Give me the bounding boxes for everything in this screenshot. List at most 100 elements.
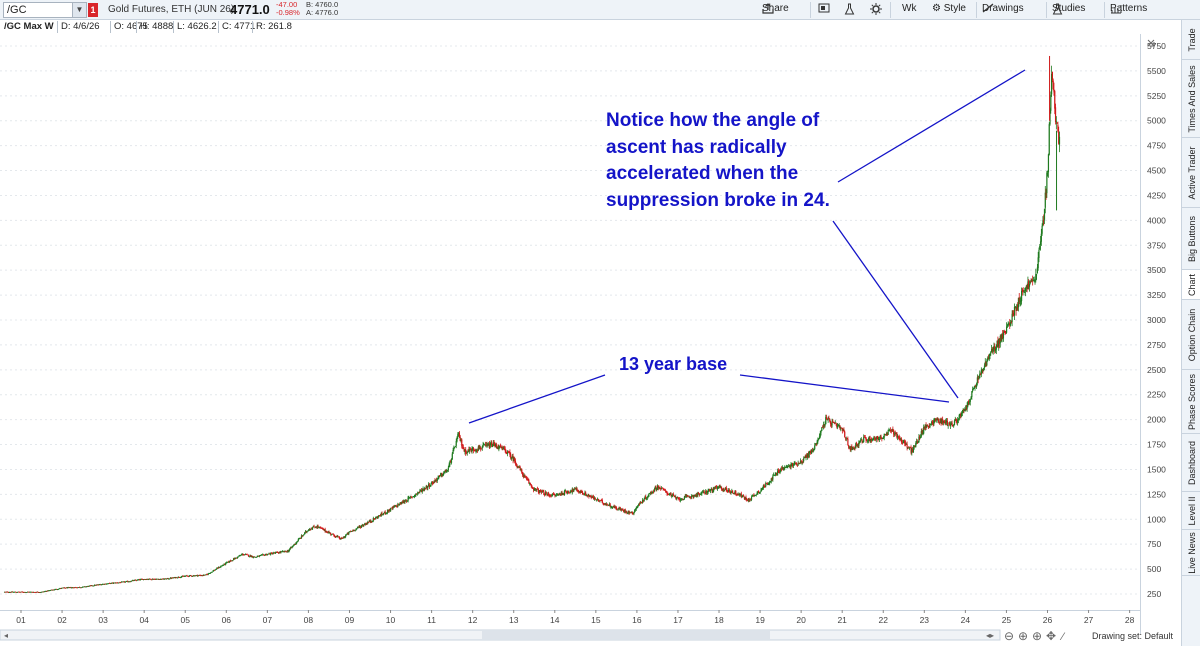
side-tab-level-ii[interactable]: Level II	[1182, 492, 1200, 530]
candle-body	[383, 511, 385, 514]
candle-body	[122, 581, 124, 583]
zoom-in-icon[interactable]: ⊕	[1032, 629, 1042, 643]
candle-body	[886, 432, 888, 436]
drawings-button[interactable]: Drawings	[982, 3, 1024, 14]
candle-body	[981, 369, 983, 372]
candle-body	[228, 561, 230, 563]
candle-body	[585, 495, 588, 497]
candle-body	[421, 489, 423, 492]
link-badge[interactable]: 1	[88, 3, 98, 17]
candle-body	[746, 499, 748, 501]
side-tab-live-news[interactable]: Live News	[1182, 530, 1200, 576]
candle-body	[414, 494, 416, 497]
candle-body	[695, 494, 697, 497]
style-button[interactable]: ⚙ Style	[932, 3, 966, 14]
candle-body	[207, 573, 209, 575]
candle-body	[1006, 325, 1008, 327]
price-chart[interactable]: 250 500 750 1000 1250 1500 1750 2000 2250 2500 275…	[0, 34, 1181, 646]
chevron-down-icon[interactable]: ▼	[72, 3, 86, 17]
candle-body	[644, 496, 646, 499]
candle-body	[904, 440, 906, 444]
candle-body	[942, 418, 944, 424]
candle-body	[366, 523, 368, 525]
candle-body	[375, 516, 378, 518]
candle-body	[165, 578, 168, 580]
aggregation-button[interactable]: Wk	[902, 3, 917, 14]
candle-body	[668, 494, 671, 495]
candle-body	[261, 554, 263, 556]
side-tab-phase-scores[interactable]: Phase Scores	[1182, 370, 1200, 434]
candle-body	[131, 580, 133, 582]
drawing-set-label[interactable]: Drawing set: Default	[1092, 631, 1174, 641]
candle-body	[391, 507, 393, 509]
zoom-icon[interactable]: ⊖	[1004, 629, 1014, 643]
candle-body	[196, 575, 198, 577]
candle-body	[240, 555, 242, 556]
candle-body	[388, 509, 390, 512]
candle-body	[331, 533, 333, 535]
side-tab-big-buttons[interactable]: Big Buttons	[1182, 208, 1200, 270]
candle-body	[720, 486, 722, 488]
scroll-left-icon[interactable]: ◂	[4, 631, 8, 640]
candle-body	[361, 525, 363, 527]
candle-body	[873, 437, 875, 439]
candle-body	[548, 494, 551, 496]
drawing-icon[interactable]: ⁄	[1059, 631, 1066, 643]
side-tab-label: Live News	[1186, 531, 1197, 574]
candle-body	[382, 513, 385, 515]
collapse-icon[interactable]	[1147, 39, 1155, 47]
candle-body	[191, 575, 193, 577]
side-tab-active-trader[interactable]: Active Trader	[1182, 138, 1200, 208]
share-button[interactable]: Share	[762, 3, 789, 14]
scroll-right-icon[interactable]: ◂▸	[986, 631, 994, 640]
chart-svg[interactable]: 2505007501000125015001750200022502500275…	[0, 34, 1181, 646]
candle-body	[292, 545, 295, 547]
side-tab-dashboard[interactable]: Dashboard	[1182, 434, 1200, 492]
plot-area[interactable]	[0, 34, 1140, 610]
candle-body	[633, 512, 635, 515]
candle-body	[646, 497, 648, 499]
candle-body	[394, 506, 396, 508]
candle-body	[950, 422, 952, 425]
scrollbar-thumb[interactable]	[482, 631, 770, 639]
candle-body	[441, 473, 443, 477]
symbol-input[interactable]: /GC ▼	[3, 2, 87, 18]
candle-body	[682, 498, 684, 500]
candle-body	[979, 374, 982, 375]
candle-body	[175, 577, 177, 579]
candle-body	[199, 575, 202, 577]
time-axis[interactable]	[0, 610, 1140, 626]
candle-body	[504, 448, 506, 451]
side-tab-trade[interactable]: Trade	[1182, 20, 1200, 60]
candle-body	[616, 509, 618, 511]
side-tab-times-and-sales[interactable]: Times And Sales	[1182, 60, 1200, 138]
side-tab-option-chain[interactable]: Option Chain	[1182, 300, 1200, 370]
candle-body	[524, 474, 526, 477]
candle-body	[973, 388, 975, 389]
candle-body	[27, 591, 29, 593]
candle-body	[901, 442, 903, 444]
candle-body	[1018, 297, 1020, 301]
candle-body	[862, 441, 864, 443]
candle-body	[741, 496, 743, 498]
zoom-out-icon[interactable]: ⊕	[1018, 629, 1028, 643]
y-tick-label: 2750	[1147, 340, 1166, 350]
candle-body	[947, 424, 949, 426]
candle-body	[851, 446, 853, 450]
candle-body	[819, 433, 821, 437]
candle-body	[798, 462, 800, 464]
candle-body	[488, 443, 490, 445]
candle-body	[216, 567, 218, 570]
candle-body	[370, 521, 372, 523]
side-tab-chart[interactable]: Chart	[1182, 270, 1200, 300]
candle-body	[485, 444, 487, 446]
candle-body	[593, 497, 596, 500]
candle-body	[922, 432, 924, 434]
studies-button[interactable]: Studies	[1052, 3, 1085, 15]
candle-body	[679, 498, 681, 501]
x-tick-label: 05	[181, 615, 191, 625]
candle-body	[699, 494, 701, 496]
candle-body	[959, 414, 961, 416]
pan-icon[interactable]: ✥	[1046, 629, 1056, 643]
patterns-button[interactable]: Patterns	[1110, 3, 1147, 14]
